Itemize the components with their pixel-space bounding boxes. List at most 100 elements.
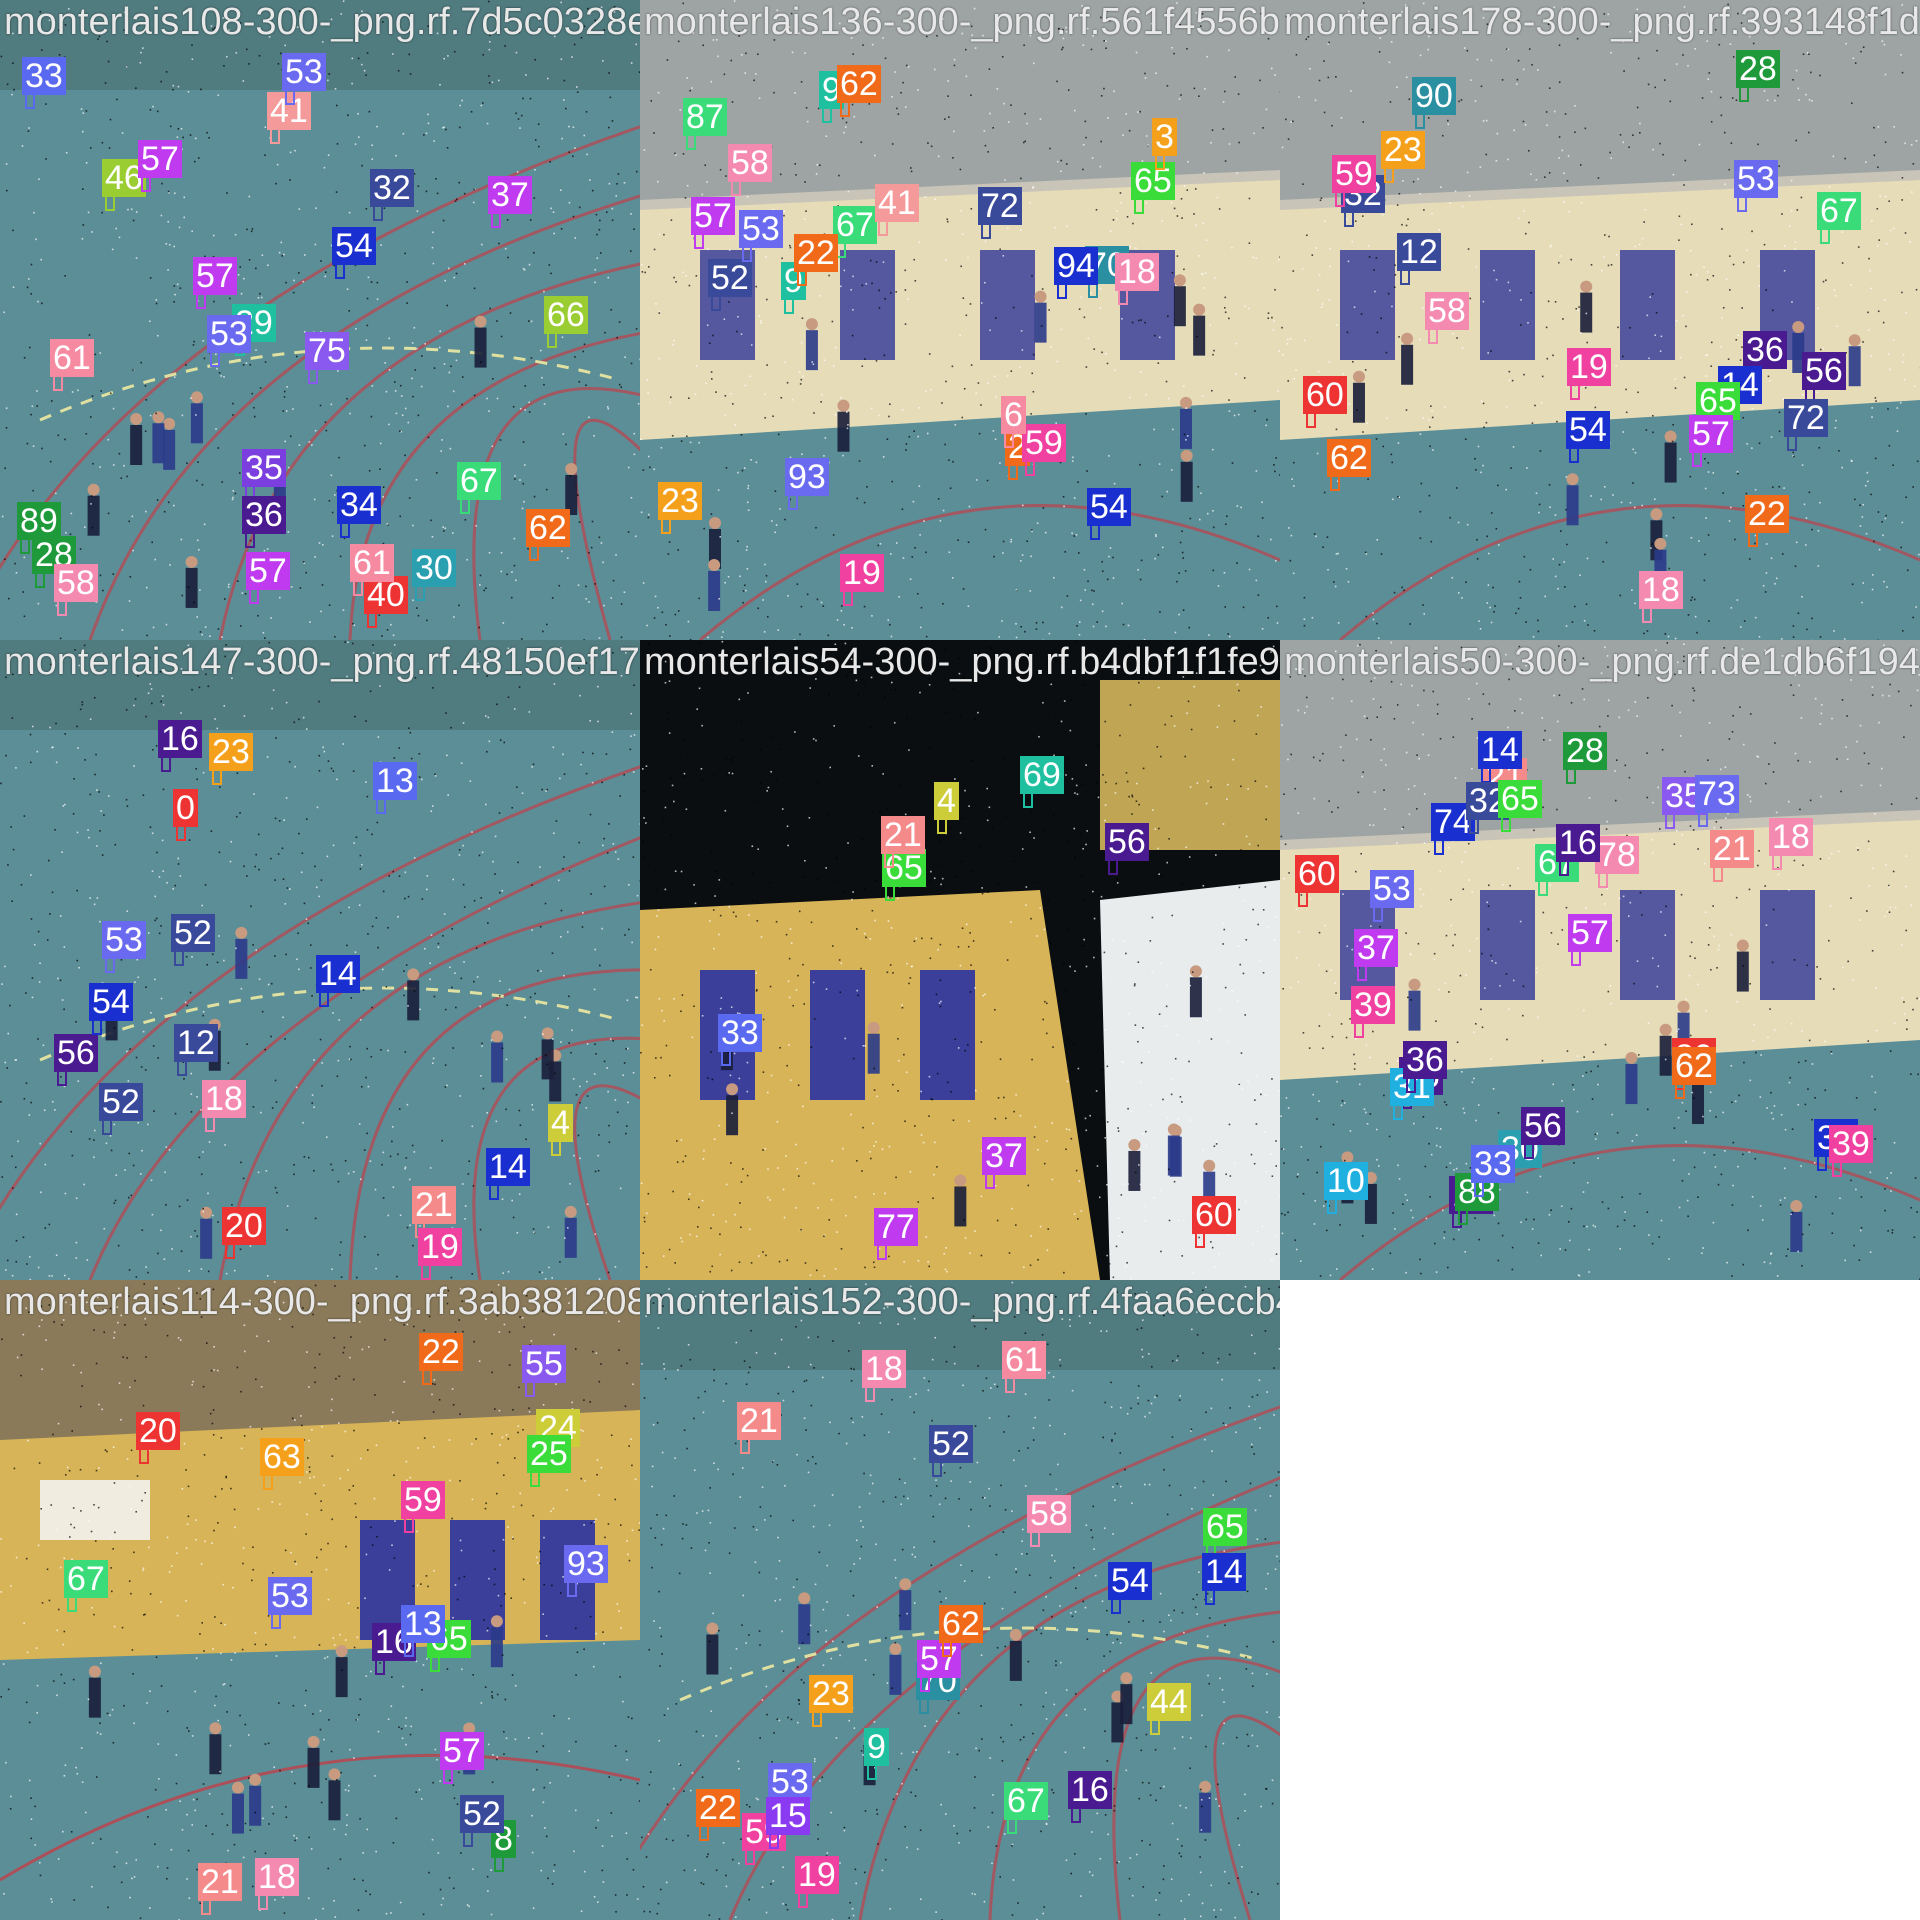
scene-court-blue <box>640 1280 1280 1920</box>
detection-box <box>335 263 345 279</box>
detection-box <box>375 1659 385 1675</box>
id-tag-label: 14 <box>486 1148 530 1186</box>
id-tag-label: 16 <box>1556 824 1600 862</box>
detection-box <box>865 1386 875 1402</box>
id-tag-label: 56 <box>1521 1107 1565 1145</box>
detection-box <box>1306 412 1316 428</box>
detection-box <box>1458 1209 1468 1225</box>
detection-box <box>245 532 255 548</box>
id-tag-label: 37 <box>488 176 532 214</box>
detection-box <box>1820 228 1830 244</box>
id-tag-label: 65 <box>1696 382 1740 420</box>
detection-box <box>812 1711 822 1727</box>
id-tag-label: 58 <box>54 564 98 602</box>
id-tag-label: 57 <box>1568 914 1612 952</box>
id-tag-label: 60 <box>1192 1196 1236 1234</box>
id-tag-label: 12 <box>174 1024 218 1062</box>
scene-court-blue <box>0 0 640 640</box>
detection-box <box>1327 1198 1337 1214</box>
id-tag-label: 34 <box>337 486 381 524</box>
detection-box <box>769 1833 779 1849</box>
id-tag-label: 65 <box>1498 780 1542 818</box>
id-tag-label: 57 <box>246 552 290 590</box>
detection-box <box>1007 1818 1017 1834</box>
id-tag-label: 52 <box>929 1425 973 1463</box>
detection-box <box>1434 839 1444 855</box>
id-tag-label: 33 <box>22 57 66 95</box>
id-tag-label: 78 <box>1595 836 1639 874</box>
detection-box <box>373 205 383 221</box>
id-tag-label: 19 <box>840 554 884 592</box>
tile-4: monterlais147-300-_png.rf.48150ef17e0f 5… <box>0 640 640 1280</box>
id-tag-label: 54 <box>332 227 376 265</box>
id-tag-label: 57 <box>138 140 182 178</box>
id-tag-label: 30 <box>412 549 456 587</box>
detection-box <box>57 600 67 616</box>
id-tag-label: 20 <box>136 1412 180 1450</box>
detection-box <box>1737 196 1747 212</box>
id-tag-label: 77 <box>874 1208 918 1246</box>
tile-8: monterlais152-300-_png.rf.4faa6eccb44498… <box>640 1280 1280 1920</box>
scene-hall-cream <box>1280 0 1920 640</box>
detection-box <box>489 1184 499 1200</box>
detection-box <box>686 134 696 150</box>
detection-box <box>404 1517 414 1533</box>
detection-box <box>430 1656 440 1672</box>
id-tag-label: 67 <box>457 462 501 500</box>
id-tag-label: 21 <box>881 816 925 854</box>
id-tag-label: 75 <box>305 332 349 370</box>
detection-box <box>1474 1181 1484 1197</box>
scene-hall-cream <box>640 0 1280 640</box>
detection-box <box>1566 768 1576 784</box>
detection-box <box>308 368 318 384</box>
id-tag-label: 13 <box>373 762 417 800</box>
detection-box <box>340 522 350 538</box>
detection-box <box>878 220 888 236</box>
id-tag-label: 22 <box>419 1333 463 1371</box>
detection-box <box>721 1050 731 1066</box>
detection-box <box>1817 1155 1827 1171</box>
detection-box <box>877 1244 887 1260</box>
detection-box <box>1134 198 1144 214</box>
id-tag-label: 53 <box>268 1577 312 1615</box>
detection-box <box>53 375 63 391</box>
detection-box <box>102 1119 112 1135</box>
detection-box <box>711 295 721 311</box>
id-tag-label: 57 <box>917 1640 961 1678</box>
id-tag-label: 23 <box>658 482 702 520</box>
id-tag-label: 53 <box>282 53 326 91</box>
id-tag-label: 57 <box>691 197 735 235</box>
id-tag-label: 65 <box>1203 1508 1247 1546</box>
detection-box <box>196 293 206 309</box>
id-tag-label: 89 <box>17 502 61 540</box>
detection-box <box>1406 1077 1416 1093</box>
detection-box <box>1005 1377 1015 1393</box>
id-tag-label: 65 <box>882 849 926 887</box>
id-tag-label: 93 <box>785 458 829 496</box>
id-tag-label: 53 <box>102 921 146 959</box>
detection-box <box>1298 891 1308 907</box>
detection-box <box>1335 191 1345 207</box>
detection-box <box>376 798 386 814</box>
id-tag-label: 52 <box>460 1795 504 1833</box>
detection-box <box>20 538 30 554</box>
id-tag-label: 53 <box>207 315 251 353</box>
scene-backdrop <box>640 1280 1280 1920</box>
tile-1: monterlais108-300-_png.rf.7d5c0328e0d4 3… <box>0 0 640 640</box>
detection-box <box>1008 464 1018 480</box>
detection-box <box>1469 818 1479 834</box>
id-tag-label: 13 <box>401 1605 445 1643</box>
detection-box <box>1739 86 1749 102</box>
id-tag-label: 36 <box>1403 1041 1447 1079</box>
id-tag-label: 28 <box>1736 50 1780 88</box>
scene-backdrop <box>640 0 1280 640</box>
detection-box <box>884 852 894 868</box>
id-tag-label: 33 <box>1471 1145 1515 1183</box>
detection-box <box>1772 854 1782 870</box>
id-tag-label: 14 <box>1202 1553 1246 1591</box>
detection-box <box>319 991 329 1007</box>
id-tag-label: 10 <box>1324 1162 1368 1200</box>
id-tag-label: 67 <box>1817 192 1861 230</box>
id-tag-label: 93 <box>564 1545 608 1583</box>
detection-box <box>788 494 798 510</box>
